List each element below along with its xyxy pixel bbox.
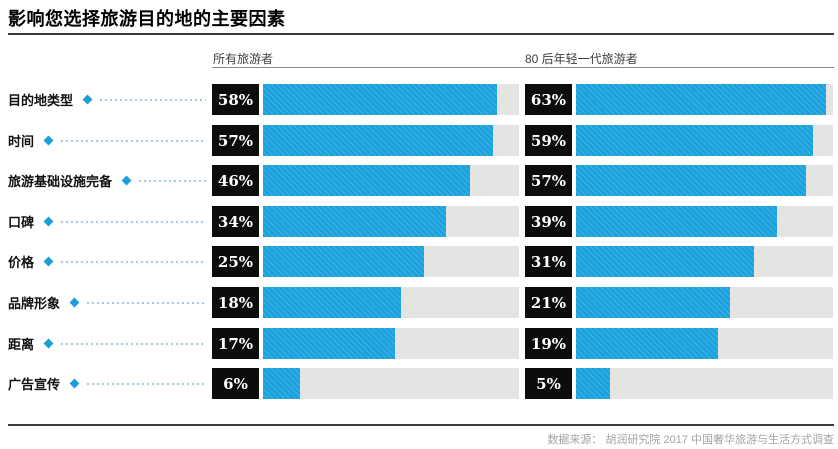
category-cell: 旅游基础设施完备 — [8, 165, 208, 196]
bar-track-series1 — [263, 84, 519, 115]
category-cell: 距离 — [8, 328, 208, 359]
dotted-leader — [100, 98, 206, 101]
category-label: 价格 — [8, 255, 35, 270]
category-label: 口碑 — [8, 215, 35, 230]
value-box-series2: 63% — [525, 84, 572, 115]
bar-row: 品牌形象 18% 21% — [0, 287, 838, 318]
value-box-series2: 57% — [525, 165, 572, 196]
diamond-marker-icon — [43, 256, 54, 267]
value-box-series2: 31% — [525, 246, 572, 277]
bar-series1 — [263, 287, 401, 318]
bar-series2 — [576, 328, 718, 359]
bar-track-series1 — [263, 165, 519, 196]
bar-series2 — [576, 287, 730, 318]
category-label: 旅游基础设施完备 — [8, 174, 113, 189]
value-box-series2: 59% — [525, 125, 572, 156]
data-source: 数据来源： 胡润研究院 2017 中国奢华旅游与生活方式调查 — [547, 434, 834, 446]
value-box-series1: 18% — [212, 287, 259, 318]
value-box-series1: 6% — [212, 368, 259, 399]
bar-track-series2 — [576, 328, 833, 359]
header-underline — [212, 67, 834, 68]
dotted-leader — [139, 179, 206, 182]
dotted-leader — [61, 342, 206, 345]
value-box-series2: 21% — [525, 287, 572, 318]
diamond-marker-icon — [43, 135, 54, 146]
category-cell: 价格 — [8, 246, 208, 277]
dotted-leader — [61, 220, 206, 223]
category-label: 品牌形象 — [8, 296, 61, 311]
category-label: 时间 — [8, 134, 35, 149]
bar-series2 — [576, 206, 777, 237]
value-box-series1: 17% — [212, 328, 259, 359]
bar-track-series2 — [576, 287, 833, 318]
bar-row: 口碑 34% 39% — [0, 206, 838, 237]
bar-track-series2 — [576, 125, 833, 156]
bar-series1 — [263, 84, 497, 115]
diamond-marker-icon — [69, 297, 80, 308]
diamond-marker-icon — [69, 378, 80, 389]
bar-series1 — [263, 246, 424, 277]
bar-track-series1 — [263, 287, 519, 318]
bar-track-series1 — [263, 125, 519, 156]
diamond-marker-icon — [43, 338, 54, 349]
column-header-all-travelers: 所有旅游者 — [213, 52, 274, 66]
bar-row: 旅游基础设施完备 46% 57% — [0, 165, 838, 196]
dotted-leader — [87, 382, 206, 385]
bottom-rule — [8, 424, 834, 426]
category-cell: 时间 — [8, 125, 208, 156]
bar-row: 时间 57% 59% — [0, 125, 838, 156]
bar-track-series2 — [576, 246, 833, 277]
diamond-marker-icon — [82, 94, 93, 105]
category-label: 距离 — [8, 337, 35, 352]
bar-row: 目的地类型 58% 63% — [0, 84, 838, 115]
category-label: 广告宣传 — [8, 377, 61, 392]
value-box-series1: 34% — [212, 206, 259, 237]
bar-series1 — [263, 165, 470, 196]
bar-track-series1 — [263, 206, 519, 237]
category-cell: 口碑 — [8, 206, 208, 237]
bar-track-series2 — [576, 368, 833, 399]
value-box-series2: 39% — [525, 206, 572, 237]
bar-series2 — [576, 125, 813, 156]
dotted-leader — [87, 301, 206, 304]
value-box-series1: 57% — [212, 125, 259, 156]
bar-track-series1 — [263, 246, 519, 277]
dotted-leader — [61, 139, 206, 142]
diamond-marker-icon — [43, 216, 54, 227]
bar-series2 — [576, 246, 754, 277]
diamond-marker-icon — [121, 175, 132, 186]
category-cell: 广告宣传 — [8, 368, 208, 399]
category-cell: 品牌形象 — [8, 287, 208, 318]
bar-series2 — [576, 368, 610, 399]
bar-row: 价格 25% 31% — [0, 246, 838, 277]
bar-series1 — [263, 206, 446, 237]
bar-track-series2 — [576, 165, 833, 196]
bar-series1 — [263, 125, 493, 156]
bar-series1 — [263, 368, 300, 399]
value-box-series1: 25% — [212, 246, 259, 277]
bar-track-series1 — [263, 328, 519, 359]
column-header-post80s-travelers: 80 后年轻一代旅游者 — [525, 52, 638, 66]
bar-row: 距离 17% 19% — [0, 328, 838, 359]
dotted-leader — [61, 260, 206, 263]
bar-series2 — [576, 165, 806, 196]
value-box-series1: 58% — [212, 84, 259, 115]
value-box-series1: 46% — [212, 165, 259, 196]
bar-series2 — [576, 84, 826, 115]
bar-row: 广告宣传 6% 5% — [0, 368, 838, 399]
chart-title: 影响您选择旅游目的地的主要因素 — [8, 9, 286, 29]
value-box-series2: 19% — [525, 328, 572, 359]
bar-series1 — [263, 328, 395, 359]
category-cell: 目的地类型 — [8, 84, 208, 115]
category-label: 目的地类型 — [8, 93, 74, 108]
bar-track-series2 — [576, 206, 833, 237]
top-rule — [8, 33, 834, 35]
bar-track-series1 — [263, 368, 519, 399]
value-box-series2: 5% — [525, 368, 572, 399]
bar-track-series2 — [576, 84, 833, 115]
